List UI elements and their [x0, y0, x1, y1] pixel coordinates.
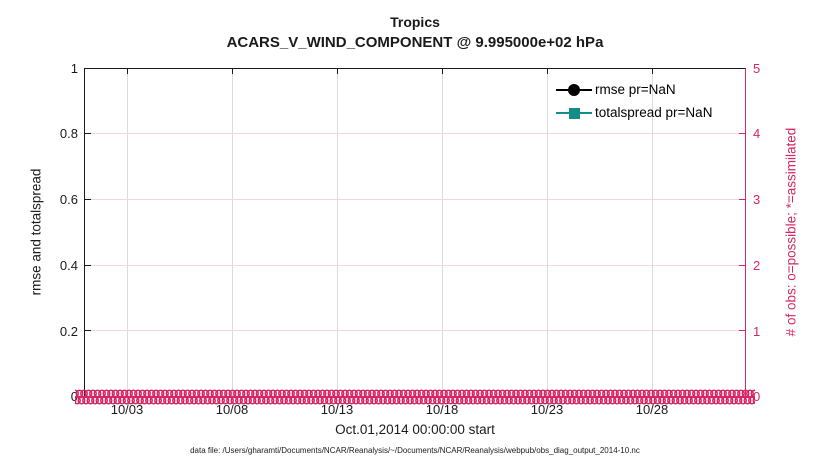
legend: rmse pr=NaN totalspread pr=NaN	[556, 78, 712, 124]
right-ytick-1: 1	[753, 324, 761, 339]
legend-label-rmse: rmse pr=NaN	[595, 82, 676, 97]
y-tickmark-right	[739, 330, 745, 331]
totalspread-square-marker-icon	[569, 107, 580, 119]
chart-title: Tropics	[390, 14, 440, 30]
totalspread-line-sample	[556, 106, 592, 120]
right-ytick-2: 2	[753, 258, 761, 273]
left-ytick-0: 0	[38, 389, 78, 405]
right-ytick-4: 4	[753, 126, 761, 141]
x-tickmark	[232, 69, 233, 74]
y-tickmark-left	[85, 330, 91, 331]
x-gridline	[442, 69, 443, 396]
legend-item-totalspread: totalspread pr=NaN	[556, 101, 712, 124]
y-gridline	[85, 265, 745, 266]
x-tickmark	[442, 69, 443, 74]
left-ytick-0p2: 0.2	[59, 324, 78, 339]
y-tickmark-right	[739, 133, 745, 134]
x-tickmark	[337, 69, 338, 74]
x-gridline	[652, 69, 653, 396]
left-ytick-1: 1	[70, 61, 78, 76]
rmse-line-sample	[556, 83, 592, 97]
left-ytick-0p8: 0.8	[59, 126, 78, 141]
x-gridline	[127, 69, 128, 396]
y-tickmark-left	[85, 133, 91, 134]
x-tickmark	[547, 69, 548, 74]
legend-item-rmse: rmse pr=NaN	[556, 78, 712, 101]
y-tickmark-left	[85, 199, 91, 200]
right-axis-label: # of obs: o=possible; *=assimilated	[783, 127, 799, 337]
data-file-path: data file: /Users/gharamti/Documents/NCA…	[190, 446, 640, 455]
chart-title-block: Tropics ACARS_V_WIND_COMPONENT @ 9.99500…	[0, 12, 830, 54]
x-gridline	[337, 69, 338, 396]
y-gridline	[85, 133, 745, 134]
legend-label-totalspread: totalspread pr=NaN	[595, 105, 713, 120]
x-tickmark	[127, 69, 128, 74]
obs-count-zero-marker-band	[75, 389, 755, 406]
left-ytick-0p4: 0.4	[59, 258, 78, 273]
x-gridline	[232, 69, 233, 396]
y-tickmark-right	[739, 265, 745, 266]
y-tickmark-right	[739, 199, 745, 200]
right-ytick-3: 3	[753, 192, 761, 207]
right-ytick-5: 5	[753, 61, 761, 76]
left-axis-label: rmse and totalspread	[28, 168, 44, 296]
chart-subtitle: ACARS_V_WIND_COMPONENT @ 9.995000e+02 hP…	[226, 34, 604, 52]
plot-area	[84, 68, 746, 397]
y-tickmark-left	[85, 265, 91, 266]
y-gridline	[85, 199, 745, 200]
left-ytick-0p6: 0.6	[59, 192, 78, 207]
right-ytick-0: 0	[753, 389, 761, 404]
x-tickmark	[652, 69, 653, 74]
x-gridline	[547, 69, 548, 396]
y-gridline	[85, 330, 745, 331]
rmse-circle-marker-icon	[568, 83, 580, 96]
x-axis-label: Oct.01,2014 00:00:00 start	[335, 422, 495, 437]
